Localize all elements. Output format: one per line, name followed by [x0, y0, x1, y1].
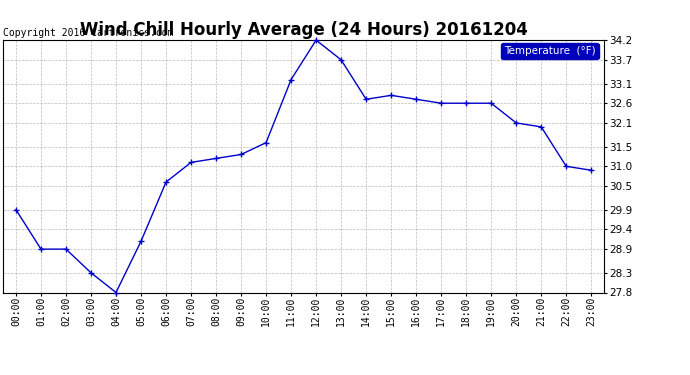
Title: Wind Chill Hourly Average (24 Hours) 20161204: Wind Chill Hourly Average (24 Hours) 201…	[79, 21, 528, 39]
Legend: Temperature  (°F): Temperature (°F)	[501, 43, 598, 59]
Text: Copyright 2016 Cartronics.com: Copyright 2016 Cartronics.com	[3, 28, 174, 38]
